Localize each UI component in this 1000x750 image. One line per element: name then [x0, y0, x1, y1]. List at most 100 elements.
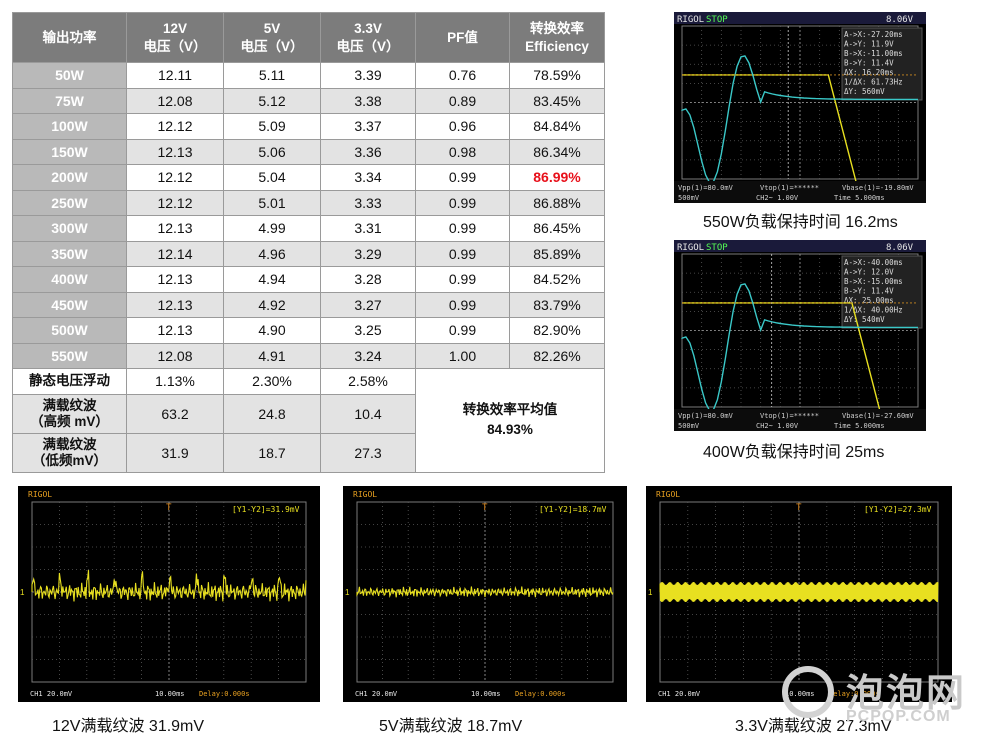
table-cell: 31.9 [126, 432, 224, 473]
table-cell: 63.2 [126, 393, 224, 434]
trigger-level: 8.06V [886, 243, 914, 253]
ripple-trace [31, 570, 307, 602]
table-cell: 0.99 [415, 189, 510, 216]
ripple-readout: [Y1-Y2]=18.7mV [539, 505, 607, 514]
table-cell: 10.4 [320, 393, 416, 434]
average-label: 转换效率平均值 [462, 402, 558, 418]
row-header-power: 150W [12, 138, 127, 165]
table-cell: 12.11 [126, 62, 224, 89]
channel-readout: 500mV [678, 422, 700, 430]
table-cell: 0.99 [415, 266, 510, 293]
table-cell: 3.38 [320, 87, 416, 114]
time-scale: 10.00ms [471, 690, 501, 698]
table-cell: 3.29 [320, 240, 416, 267]
measurement-readout: Vbase(1)=-27.60mV [842, 412, 914, 420]
scope-brand: RIGOL [353, 490, 377, 499]
row-header-power: 50W [12, 62, 127, 89]
row-header-power: 75W [12, 87, 127, 114]
table-cell: 3.31 [320, 215, 416, 242]
row-header-extra: 静态电压浮动 [12, 368, 127, 395]
ripple-readout: [Y1-Y2]=27.3mV [864, 505, 932, 514]
trigger-marker-icon: T [166, 502, 172, 512]
cursor-readout: ΔY: 560mV [844, 87, 885, 96]
measurement-readout: Vbase(1)=-19.80mV [842, 184, 914, 192]
table-cell: 27.3 [320, 432, 416, 473]
table-cell: 4.92 [223, 291, 321, 318]
table-row: 静态电压浮动 1.13% 2.30% 2.58% 转换效率平均值 84.93% [12, 368, 605, 473]
table-cell: 4.91 [223, 342, 321, 369]
trigger-marker-icon: T [796, 502, 802, 512]
ripple-caption-3v3: 3.3V满载纹波 27.3mV [735, 718, 892, 735]
table-cell: 84.52% [509, 266, 605, 293]
cursor-readout: ΔY: 540mV [844, 315, 885, 324]
measurement-readout: Vpp(1)=80.0mV [678, 412, 734, 420]
table-cell: 12.13 [126, 317, 224, 344]
table-cell: 3.28 [320, 266, 416, 293]
table-row: 400W 12.13 4.94 3.28 0.99 84.52% [12, 266, 605, 293]
scope-brand: RIGOL [677, 15, 704, 25]
row-header-power: 400W [12, 266, 127, 293]
table-cell: 12.12 [126, 189, 224, 216]
cursor-readout: B->Y: 11.4V [844, 59, 894, 68]
table-cell: 0.76 [415, 62, 510, 89]
column-header: 12V 电压（V） [126, 12, 224, 63]
ripple-readout: [Y1-Y2]=31.9mV [232, 505, 300, 514]
table-cell: 12.13 [126, 138, 224, 165]
channel-readout: CH2~ 1.00V [756, 422, 799, 430]
table-cell: 85.89% [509, 240, 605, 267]
measurement-readout: Vtop(1)=****** [760, 412, 819, 420]
table-cell: 0.89 [415, 87, 510, 114]
cursor-readout: A->X:-27.20ms [844, 30, 903, 39]
table-cell: 1.13% [126, 368, 224, 395]
holdup-caption-400w: 400W负载保持时间 25ms [703, 444, 885, 461]
table-row: 满载纹波 （高频 mV） 63.2 24.8 10.4 [12, 393, 605, 434]
table-cell: 3.39 [320, 62, 416, 89]
cursor-readout: 1/ΔX: 61.73Hz [844, 78, 903, 87]
column-header: 3.3V 电压（V） [320, 12, 416, 63]
table-cell: 12.08 [126, 87, 224, 114]
holdup-caption-550w: 550W负载保持时间 16.2ms [703, 214, 898, 231]
channel-readout: 500mV [678, 194, 700, 202]
ripple-scope-12v: RIGOL [Y1-Y2]=31.9mV T 1 CH1 20.0mV 10.00ms De… [18, 486, 320, 702]
table-cell: 0.96 [415, 113, 510, 140]
table-row: 150W 12.13 5.06 3.36 0.98 86.34% [12, 138, 605, 165]
table-cell: 84.84% [509, 113, 605, 140]
table-cell: 3.34 [320, 164, 416, 191]
table-cell: 5.12 [223, 87, 321, 114]
table-cell: 86.99% [509, 164, 605, 191]
table-cell: 5.04 [223, 164, 321, 191]
scope-brand: RIGOL [656, 490, 680, 499]
holdup-scope-400w: RIGOL STOP 8.06V A->X:-40.00ms A->Y: 12.0V B-… [674, 240, 926, 431]
row-header-power: 100W [12, 113, 127, 140]
measurement-readout: Vpp(1)=80.0mV [678, 184, 734, 192]
table-row: 550W 12.08 4.91 3.24 1.00 82.26% [12, 342, 605, 369]
scope-brand: RIGOL [28, 490, 52, 499]
table-cell: 12.13 [126, 266, 224, 293]
table-row: 250W 12.12 5.01 3.33 0.99 86.88% [12, 189, 605, 216]
scope-grid [356, 501, 614, 683]
cyan-trace [681, 55, 918, 184]
table-header-row: 输出功率 12V 电压（V） 5V 电压（V） 3.3V 电压（V） PF值 转换效率 E… [12, 12, 605, 63]
spec-table: 输出功率 12V 电压（V） 5V 电压（V） 3.3V 电压（V） PF值 转换效率 E… [12, 12, 605, 473]
ripple-trace [356, 585, 614, 599]
row-header-extra: 满载纹波 （高频 mV） [12, 393, 127, 434]
table-row: 300W 12.13 4.99 3.31 0.99 86.45% [12, 215, 605, 242]
ripple-scope-5v: RIGOL [Y1-Y2]=18.7mV T 1 CH1 20.0mV 10.00ms De… [343, 486, 627, 702]
table-cell: 12.13 [126, 215, 224, 242]
table-cell: 3.25 [320, 317, 416, 344]
table-cell: 0.99 [415, 317, 510, 344]
table-cell: 86.88% [509, 189, 605, 216]
table-cell: 86.45% [509, 215, 605, 242]
scope-state: STOP [706, 15, 728, 25]
table-cell: 2.58% [320, 368, 416, 395]
channel-readout: Time 5.000ms [834, 194, 885, 202]
cursor-readout: B->X:-15.00ms [844, 277, 903, 286]
table-cell: 4.94 [223, 266, 321, 293]
cursor-readout: 1/ΔX: 40.00Hz [844, 306, 903, 315]
cursor-readout: B->Y: 11.4V [844, 287, 894, 296]
table-cell: 83.79% [509, 291, 605, 318]
table-cell: 0.99 [415, 291, 510, 318]
channel-marker-icon: 1 [345, 588, 350, 597]
column-header: PF值 [415, 12, 510, 63]
